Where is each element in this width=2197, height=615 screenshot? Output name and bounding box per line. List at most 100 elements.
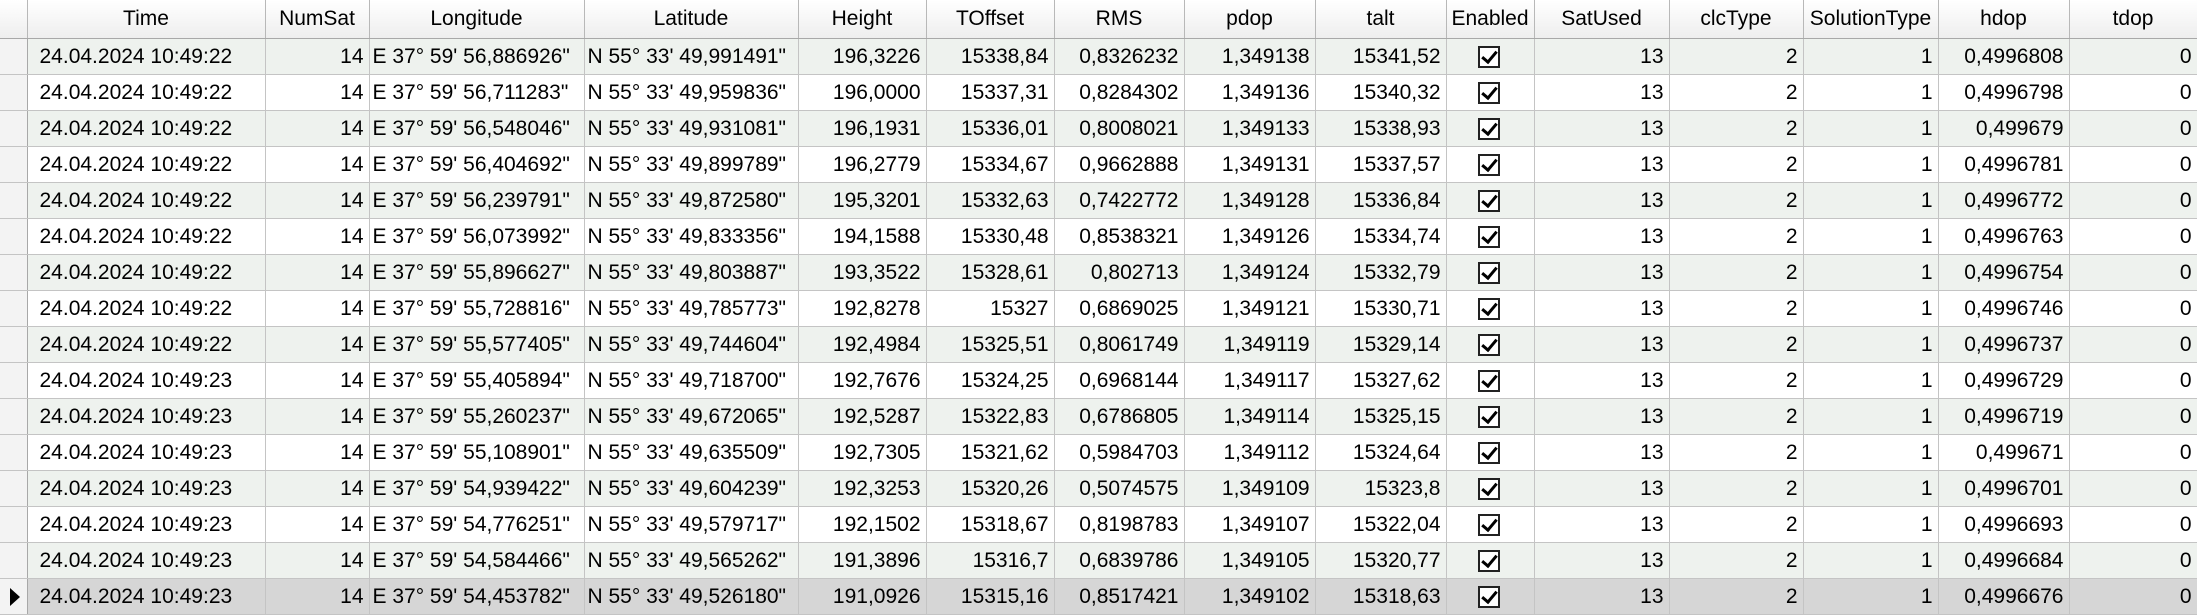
longitude-cell[interactable]: E 37° 59' 54,776251" — [369, 506, 585, 543]
table-row[interactable]: 24.04.2024 10:49:22 14 E 37° 59' 55,577405… — [0, 326, 2197, 363]
numsat-cell[interactable]: 14 — [265, 506, 370, 543]
talt-cell[interactable]: 15334,74 — [1315, 218, 1447, 255]
row-indicator[interactable] — [0, 434, 28, 471]
table-row[interactable]: 24.04.2024 10:49:23 14 E 37° 59' 54,776251… — [0, 506, 2197, 543]
latitude-cell[interactable]: N 55° 33' 49,959836" — [584, 74, 799, 111]
rms-cell[interactable]: 0,6839786 — [1054, 542, 1185, 579]
satused-cell[interactable]: 13 — [1534, 578, 1670, 615]
column-header-rms[interactable]: RMS — [1054, 0, 1185, 39]
hdop-cell[interactable]: 0,4996781 — [1938, 146, 2070, 183]
clctype-cell[interactable]: 2 — [1669, 398, 1804, 435]
tdop-cell[interactable]: 0 — [2069, 110, 2197, 147]
table-row[interactable]: 24.04.2024 10:49:22 14 E 37° 59' 56,073992… — [0, 218, 2197, 255]
row-indicator[interactable] — [0, 218, 28, 255]
column-header-time[interactable]: Time — [27, 0, 266, 39]
clctype-cell[interactable]: 2 — [1669, 146, 1804, 183]
talt-cell[interactable]: 15336,84 — [1315, 182, 1447, 219]
satused-cell[interactable]: 13 — [1534, 110, 1670, 147]
longitude-cell[interactable]: E 37° 59' 56,548046" — [369, 110, 585, 147]
numsat-cell[interactable]: 14 — [265, 434, 370, 471]
satused-cell[interactable]: 13 — [1534, 182, 1670, 219]
row-indicator[interactable] — [0, 290, 28, 327]
rms-cell[interactable]: 0,5074575 — [1054, 470, 1185, 507]
clctype-cell[interactable]: 2 — [1669, 506, 1804, 543]
talt-cell[interactable]: 15329,14 — [1315, 326, 1447, 363]
table-row[interactable]: 24.04.2024 10:49:22 14 E 37° 59' 56,239791… — [0, 182, 2197, 219]
rms-cell[interactable]: 0,7422772 — [1054, 182, 1185, 219]
toffset-cell[interactable]: 15332,63 — [926, 182, 1055, 219]
toffset-cell[interactable]: 15322,83 — [926, 398, 1055, 435]
height-cell[interactable]: 196,0000 — [798, 74, 927, 111]
enabled-cell[interactable] — [1446, 506, 1535, 543]
satused-cell[interactable]: 13 — [1534, 146, 1670, 183]
longitude-cell[interactable]: E 37° 59' 54,453782" — [369, 578, 585, 615]
table-row[interactable]: 24.04.2024 10:49:22 14 E 37° 59' 56,404692… — [0, 146, 2197, 183]
numsat-cell[interactable]: 14 — [265, 218, 370, 255]
height-cell[interactable]: 196,1931 — [798, 110, 927, 147]
hdop-cell[interactable]: 0,4996719 — [1938, 398, 2070, 435]
longitude-cell[interactable]: E 37° 59' 56,073992" — [369, 218, 585, 255]
toffset-cell[interactable]: 15338,84 — [926, 38, 1055, 75]
time-cell[interactable]: 24.04.2024 10:49:23 — [27, 578, 266, 615]
enabled-cell[interactable] — [1446, 398, 1535, 435]
clctype-cell[interactable]: 2 — [1669, 254, 1804, 291]
hdop-cell[interactable]: 0,4996701 — [1938, 470, 2070, 507]
rms-cell[interactable]: 0,8008021 — [1054, 110, 1185, 147]
longitude-cell[interactable]: E 37° 59' 54,939422" — [369, 470, 585, 507]
latitude-cell[interactable]: N 55° 33' 49,931081" — [584, 110, 799, 147]
table-row[interactable]: 24.04.2024 10:49:23 14 E 37° 59' 55,108901… — [0, 434, 2197, 471]
checkbox-checked-icon[interactable] — [1478, 405, 1500, 428]
clctype-cell[interactable]: 2 — [1669, 110, 1804, 147]
satused-cell[interactable]: 13 — [1534, 326, 1670, 363]
height-cell[interactable]: 196,3226 — [798, 38, 927, 75]
table-row[interactable]: 24.04.2024 10:49:22 14 E 37° 59' 55,728816… — [0, 290, 2197, 327]
longitude-cell[interactable]: E 37° 59' 56,711283" — [369, 74, 585, 111]
column-header-enabled[interactable]: Enabled — [1446, 0, 1535, 39]
column-header-talt[interactable]: talt — [1315, 0, 1447, 39]
height-cell[interactable]: 196,2779 — [798, 146, 927, 183]
pdop-cell[interactable]: 1,349136 — [1184, 74, 1316, 111]
longitude-cell[interactable]: E 37° 59' 55,896627" — [369, 254, 585, 291]
toffset-cell[interactable]: 15324,25 — [926, 362, 1055, 399]
tdop-cell[interactable]: 0 — [2069, 218, 2197, 255]
row-indicator[interactable] — [0, 74, 28, 111]
table-row[interactable]: 24.04.2024 10:49:23 14 E 37° 59' 55,260237… — [0, 398, 2197, 435]
numsat-cell[interactable]: 14 — [265, 254, 370, 291]
talt-cell[interactable]: 15332,79 — [1315, 254, 1447, 291]
latitude-cell[interactable]: N 55° 33' 49,635509" — [584, 434, 799, 471]
pdop-cell[interactable]: 1,349126 — [1184, 218, 1316, 255]
talt-cell[interactable]: 15330,71 — [1315, 290, 1447, 327]
clctype-cell[interactable]: 2 — [1669, 434, 1804, 471]
checkbox-checked-icon[interactable] — [1478, 513, 1500, 536]
pdop-cell[interactable]: 1,349124 — [1184, 254, 1316, 291]
hdop-cell[interactable]: 0,499671 — [1938, 434, 2070, 471]
time-cell[interactable]: 24.04.2024 10:49:22 — [27, 326, 266, 363]
pdop-cell[interactable]: 1,349131 — [1184, 146, 1316, 183]
checkbox-checked-icon[interactable] — [1478, 585, 1500, 608]
toffset-cell[interactable]: 15336,01 — [926, 110, 1055, 147]
toffset-cell[interactable]: 15330,48 — [926, 218, 1055, 255]
satused-cell[interactable]: 13 — [1534, 290, 1670, 327]
numsat-cell[interactable]: 14 — [265, 74, 370, 111]
satused-cell[interactable]: 13 — [1534, 218, 1670, 255]
row-indicator[interactable] — [0, 110, 28, 147]
pdop-cell[interactable]: 1,349138 — [1184, 38, 1316, 75]
talt-cell[interactable]: 15341,52 — [1315, 38, 1447, 75]
clctype-cell[interactable]: 2 — [1669, 218, 1804, 255]
rms-cell[interactable]: 0,8517421 — [1054, 578, 1185, 615]
time-cell[interactable]: 24.04.2024 10:49:22 — [27, 74, 266, 111]
table-row[interactable]: 24.04.2024 10:49:22 14 E 37° 59' 56,711283… — [0, 74, 2197, 111]
toffset-cell[interactable]: 15337,31 — [926, 74, 1055, 111]
height-cell[interactable]: 191,3896 — [798, 542, 927, 579]
solutiontype-cell[interactable]: 1 — [1803, 254, 1939, 291]
enabled-cell[interactable] — [1446, 38, 1535, 75]
time-cell[interactable]: 24.04.2024 10:49:23 — [27, 506, 266, 543]
column-header-height[interactable]: Height — [798, 0, 927, 39]
height-cell[interactable]: 191,0926 — [798, 578, 927, 615]
hdop-cell[interactable]: 0,4996684 — [1938, 542, 2070, 579]
longitude-cell[interactable]: E 37° 59' 55,728816" — [369, 290, 585, 327]
pdop-cell[interactable]: 1,349102 — [1184, 578, 1316, 615]
talt-cell[interactable]: 15340,32 — [1315, 74, 1447, 111]
latitude-cell[interactable]: N 55° 33' 49,899789" — [584, 146, 799, 183]
checkbox-checked-icon[interactable] — [1478, 45, 1500, 68]
